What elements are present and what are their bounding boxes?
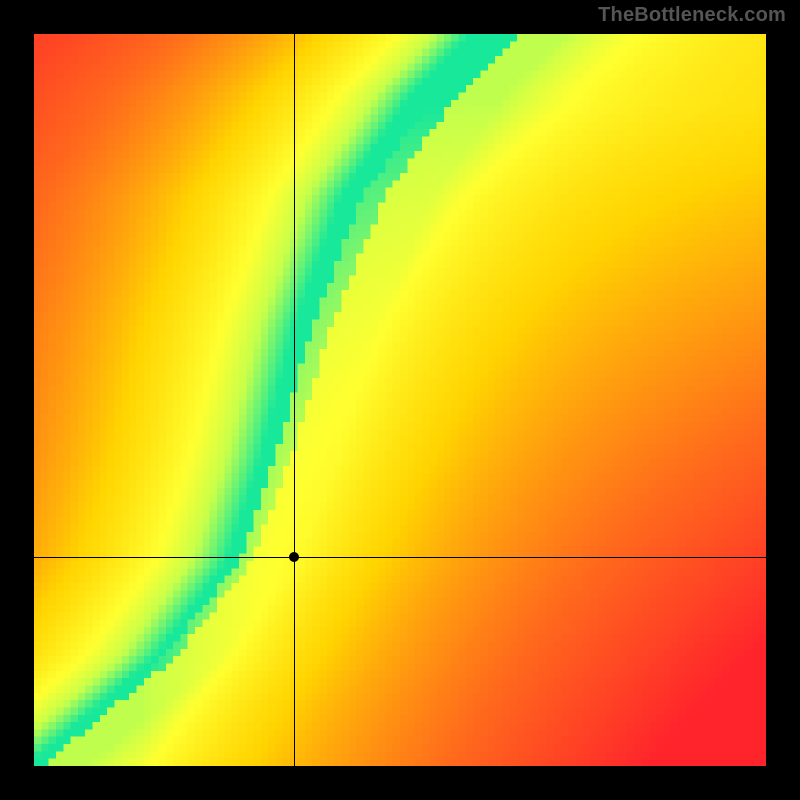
figure-root: { "watermark": { "text": "TheBottleneck.… xyxy=(0,0,800,800)
crosshair-vertical xyxy=(294,34,295,766)
crosshair-horizontal xyxy=(34,557,766,558)
heatmap-canvas xyxy=(34,34,766,766)
heatmap-plot xyxy=(34,34,766,766)
watermark-text: TheBottleneck.com xyxy=(598,4,786,27)
